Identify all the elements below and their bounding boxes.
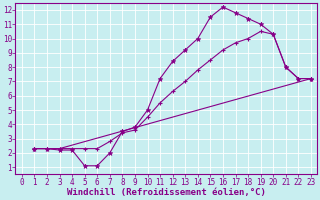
X-axis label: Windchill (Refroidissement éolien,°C): Windchill (Refroidissement éolien,°C) <box>67 188 266 197</box>
